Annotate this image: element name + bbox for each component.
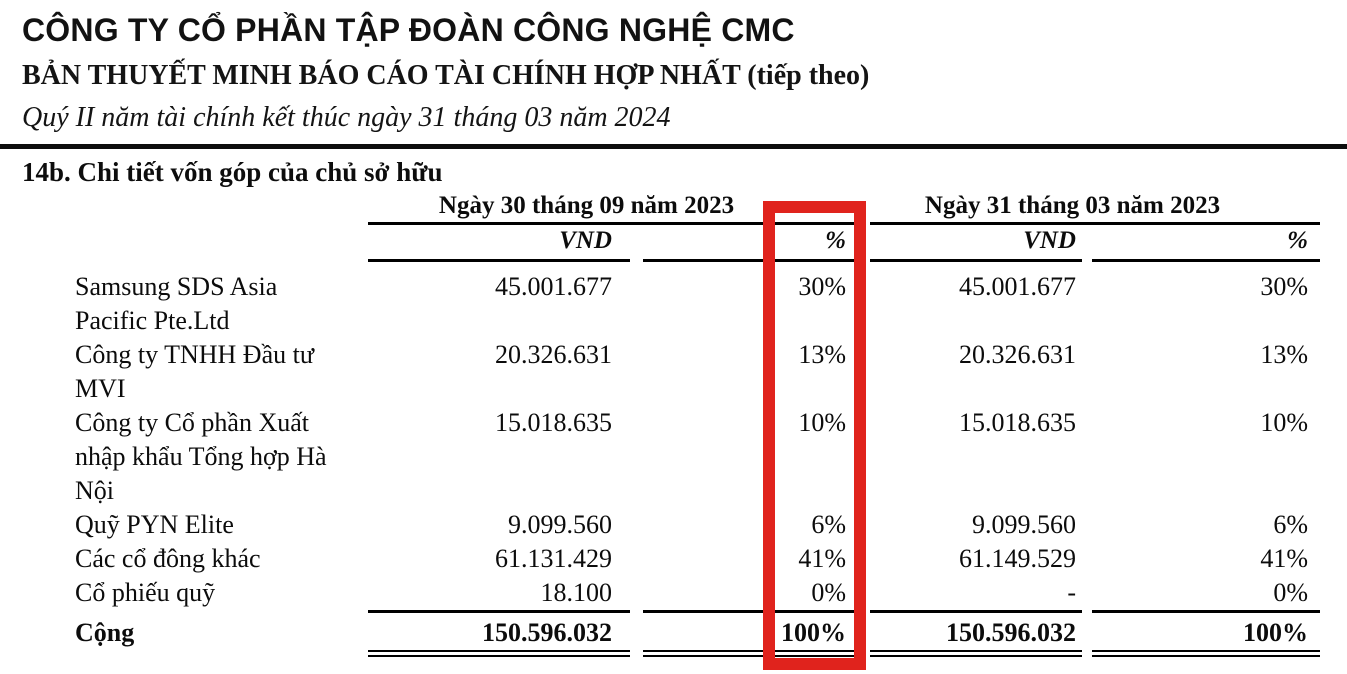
percent-value: 13% (798, 340, 846, 369)
spacer-cell (630, 576, 643, 613)
shareholder-name: Công ty TNHH Đầu tư MVI (75, 340, 314, 403)
company-name: CÔNG TY CỔ PHẦN TẬP ĐOÀN CÔNG NGHỆ CMC (22, 12, 795, 48)
spacer-cell (630, 225, 643, 262)
percent-value: 0% (643, 576, 860, 613)
shareholder-name: Quỹ PYN Elite (75, 510, 234, 539)
table-row-xnk-tong-hop-ha-noi: Công ty Cổ phần Xuất nhập khẩu Tổng hợp … (75, 406, 1320, 508)
vnd-value: 45.001.677 (959, 272, 1076, 301)
table-row-treasury-shares: Cổ phiếu quỹ 18.100 0% - 0% (75, 576, 1320, 613)
vnd-value: 45.001.677 (495, 272, 612, 301)
vnd-value: 18.100 (368, 576, 630, 613)
spacer-cell (1082, 508, 1092, 542)
spacer-cell (860, 270, 870, 338)
percent-value: 41% (1260, 544, 1308, 573)
spacer-cell (630, 542, 643, 576)
column-header-vnd-1: VND (368, 225, 630, 262)
spacer-cell (1082, 406, 1092, 508)
spacer-cell (860, 508, 870, 542)
percent-value: 6% (811, 510, 846, 539)
spacer-cell (630, 616, 643, 657)
total-label: Cộng (75, 618, 135, 647)
section-heading: 14b. Chi tiết vốn góp của chủ sở hữu (22, 157, 443, 187)
shareholder-name: Các cổ đông khác (75, 544, 261, 573)
vnd-value: 9.099.560 (508, 510, 612, 539)
spacer-cell (1082, 542, 1092, 576)
report-title: BẢN THUYẾT MINH BÁO CÁO TÀI CHÍNH HỢP NH… (22, 60, 870, 91)
shareholder-name: Công ty Cổ phần Xuất nhập khẩu Tổng hợp … (75, 408, 327, 505)
vnd-value: 15.018.635 (959, 408, 1076, 437)
spacer-cell (630, 508, 643, 542)
capital-contribution-table: Ngày 30 tháng 09 năm 2023 Ngày 31 tháng … (75, 192, 1320, 657)
horizontal-divider (0, 144, 1347, 149)
column-header-percent-1: % (643, 225, 860, 262)
spacer-cell (860, 338, 870, 406)
table-row-pyn-elite: Quỹ PYN Elite 9.099.560 6% 9.099.560 6% (75, 508, 1320, 542)
spacer-cell (1082, 576, 1092, 613)
percent-value: 30% (1260, 272, 1308, 301)
spacer-cell (630, 406, 643, 508)
column-subheader-row: VND % VND % (75, 225, 1320, 262)
table-row-samsung-sds: Samsung SDS Asia Pacific Pte.Ltd 45.001.… (75, 270, 1320, 338)
column-header-percent-2: % (1092, 225, 1320, 262)
spacer-cell (630, 270, 643, 338)
total-percent-value: 100% (1092, 616, 1320, 657)
vnd-value: 15.018.635 (495, 408, 612, 437)
spacer-cell (75, 225, 368, 262)
spacer-cell (1082, 270, 1092, 338)
vnd-value: 61.149.529 (959, 544, 1076, 573)
total-vnd-value: 150.596.032 (368, 616, 630, 657)
total-percent-value: 100% (643, 616, 860, 657)
table-row-mvi: Công ty TNHH Đầu tư MVI 20.326.631 13% 2… (75, 338, 1320, 406)
vnd-value: - (870, 576, 1082, 613)
fiscal-period-line: Quý II năm tài chính kết thúc ngày 31 th… (22, 102, 671, 133)
spacer-cell (630, 338, 643, 406)
percent-value: 0% (1092, 576, 1320, 613)
spacer-cell (860, 225, 870, 262)
percent-value: 6% (1273, 510, 1308, 539)
shareholder-name: Cổ phiếu quỹ (75, 578, 216, 607)
column-group-header-2023-09: Ngày 30 tháng 09 năm 2023 (368, 192, 860, 225)
vnd-value: 61.131.429 (495, 544, 612, 573)
percent-value: 10% (1260, 408, 1308, 437)
table-body: Samsung SDS Asia Pacific Pte.Ltd 45.001.… (75, 262, 1320, 657)
spacer-cell (860, 406, 870, 508)
vnd-value: 20.326.631 (959, 340, 1076, 369)
percent-value: 41% (798, 544, 846, 573)
shareholder-name: Samsung SDS Asia Pacific Pte.Ltd (75, 272, 278, 335)
column-header-vnd-2: VND (870, 225, 1082, 262)
table-row-other-shareholders: Các cổ đông khác 61.131.429 41% 61.149.5… (75, 542, 1320, 576)
vnd-value: 20.326.631 (495, 340, 612, 369)
column-group-header-row: Ngày 30 tháng 09 năm 2023 Ngày 31 tháng … (75, 192, 1320, 225)
percent-value: 30% (798, 272, 846, 301)
column-group-header-2023-03: Ngày 31 tháng 03 năm 2023 (870, 192, 1320, 225)
vnd-value: 9.099.560 (972, 510, 1076, 539)
spacer-cell (860, 542, 870, 576)
percent-value: 13% (1260, 340, 1308, 369)
spacer-cell (75, 192, 368, 225)
spacer-cell (860, 576, 870, 613)
table-row-total: Cộng 150.596.032 100% 150.596.032 100% (75, 613, 1320, 657)
spacer-cell (1082, 225, 1092, 262)
spacer-cell (1082, 338, 1092, 406)
spacer-cell (1082, 616, 1092, 657)
spacer-cell (860, 616, 870, 657)
spacer-cell (860, 192, 870, 225)
total-vnd-value: 150.596.032 (870, 616, 1082, 657)
percent-value: 10% (798, 408, 846, 437)
